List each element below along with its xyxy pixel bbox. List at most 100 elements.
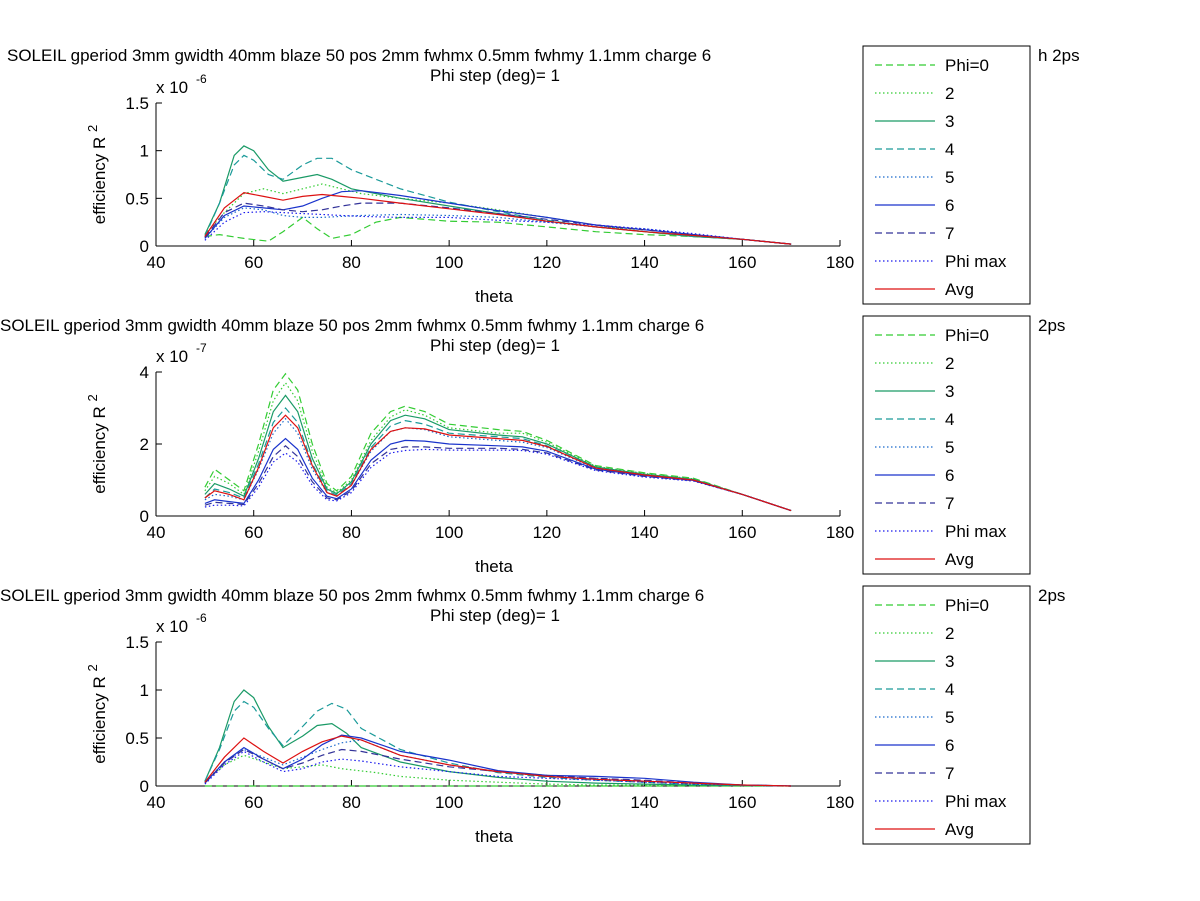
y-exponent-power: -7 (196, 341, 207, 355)
y-exponent-power: -6 (196, 611, 207, 625)
x-axis-label: theta (475, 287, 513, 306)
x-tick-label: 140 (630, 523, 658, 542)
series-line-1 (204, 754, 792, 787)
x-tick-label: 180 (826, 793, 854, 812)
x-tick-label: 60 (244, 253, 263, 272)
legend-label: 5 (945, 438, 954, 457)
legend-label: Phi=0 (945, 596, 989, 615)
series-line-8 (204, 191, 792, 245)
chart-subtitle: Phi step (deg)= 1 (430, 336, 560, 355)
series-line-7 (204, 448, 792, 512)
x-axis-label: theta (475, 827, 513, 846)
legend-label: 3 (945, 382, 954, 401)
chart-title-tail: 2ps (1038, 316, 1065, 335)
series-line-1 (204, 183, 792, 245)
series-line-8 (204, 735, 792, 787)
y-tick-label: 0 (140, 237, 149, 256)
legend-label: Avg (945, 820, 974, 839)
y-axis-label: efficiency R 2 (85, 664, 109, 764)
x-tick-label: 120 (533, 523, 561, 542)
legend-label: Phi max (945, 522, 1007, 541)
x-tick-label: 60 (244, 523, 263, 542)
x-tick-label: 140 (630, 253, 658, 272)
x-tick-label: 180 (826, 523, 854, 542)
legend: Phi=0 2 3 4 5 6 7 Phi max Avg (862, 45, 1031, 305)
y-tick-label: 1 (140, 142, 149, 161)
x-tick-label: 140 (630, 793, 658, 812)
series-line-5 (204, 437, 792, 512)
series-line-6 (204, 202, 792, 245)
chart-panel-1: SOLEIL gperiod 3mm gwidth 40mm blaze 50 … (7, 45, 1080, 306)
x-tick-label: 160 (728, 253, 756, 272)
legend: Phi=0 2 3 4 5 6 7 Phi max Avg (862, 315, 1031, 575)
x-tick-label: 40 (147, 523, 166, 542)
series-line-6 (204, 748, 792, 787)
chart-subtitle: Phi step (deg)= 1 (430, 606, 560, 625)
y-exponent-label: x 10 (156, 78, 188, 97)
y-exponent-label: x 10 (156, 617, 188, 636)
legend-box (862, 45, 1031, 305)
chart-title-tail: h 2ps (1038, 46, 1080, 65)
x-tick-label: 120 (533, 253, 561, 272)
legend-label: 2 (945, 354, 954, 373)
legend-label: 6 (945, 736, 954, 755)
legend-label: 7 (945, 494, 954, 513)
x-tick-label: 40 (147, 793, 166, 812)
x-tick-label: 60 (244, 793, 263, 812)
series-line-8 (204, 414, 792, 512)
series-line-3 (204, 154, 792, 245)
chart-title: SOLEIL gperiod 3mm gwidth 40mm blaze 50 … (7, 46, 711, 65)
chart-panel-3: SOLEIL gperiod 3mm gwidth 40mm blaze 50 … (0, 585, 1065, 846)
y-tick-label: 4 (140, 363, 149, 382)
legend-label: 3 (945, 652, 954, 671)
x-tick-label: 100 (435, 793, 463, 812)
legend-label: 6 (945, 466, 954, 485)
chart-subtitle: Phi step (deg)= 1 (430, 66, 560, 85)
legend-label: 7 (945, 764, 954, 783)
legend-label: 6 (945, 196, 954, 215)
legend-label: 4 (945, 410, 954, 429)
series-line-4 (204, 739, 792, 787)
legend-label: 7 (945, 224, 954, 243)
x-tick-label: 80 (342, 523, 361, 542)
x-axis-label: theta (475, 557, 513, 576)
legend-box (862, 585, 1031, 845)
x-tick-label: 80 (342, 253, 361, 272)
legend-box (862, 315, 1031, 575)
legend-label: 5 (945, 708, 954, 727)
y-tick-label: 0.5 (125, 729, 149, 748)
legend-label: Phi max (945, 792, 1007, 811)
y-tick-label: 0 (140, 507, 149, 526)
x-tick-label: 160 (728, 793, 756, 812)
y-exponent-power: -6 (196, 72, 207, 86)
series-line-4 (204, 207, 792, 245)
y-tick-label: 1.5 (125, 94, 149, 113)
x-tick-label: 80 (342, 793, 361, 812)
y-tick-label: 0.5 (125, 189, 149, 208)
chart-title: SOLEIL gperiod 3mm gwidth 40mm blaze 50 … (0, 586, 704, 605)
series-line-4 (204, 417, 792, 512)
series-line-2 (204, 145, 792, 245)
chart-title-tail: 2ps (1038, 586, 1065, 605)
y-tick-label: 2 (140, 435, 149, 454)
y-exponent-label: x 10 (156, 347, 188, 366)
x-tick-label: 120 (533, 793, 561, 812)
y-axis-label: efficiency R 2 (85, 394, 109, 494)
series-line-2 (204, 689, 792, 787)
legend-label: Phi=0 (945, 326, 989, 345)
series-line-0 (204, 216, 792, 245)
chart-panel-2: SOLEIL gperiod 3mm gwidth 40mm blaze 50 … (0, 315, 1065, 576)
legend-label: 4 (945, 680, 954, 699)
series-line-7 (204, 211, 792, 245)
y-tick-label: 0 (140, 777, 149, 796)
x-tick-label: 160 (728, 523, 756, 542)
legend-label: Avg (945, 550, 974, 569)
legend-label: Phi max (945, 252, 1007, 271)
legend-label: 3 (945, 112, 954, 131)
x-tick-label: 100 (435, 253, 463, 272)
series-line-3 (204, 700, 792, 787)
y-tick-label: 1 (140, 681, 149, 700)
legend-label: 4 (945, 140, 954, 159)
legend-label: 2 (945, 84, 954, 103)
y-axis-label: efficiency R 2 (85, 125, 109, 225)
